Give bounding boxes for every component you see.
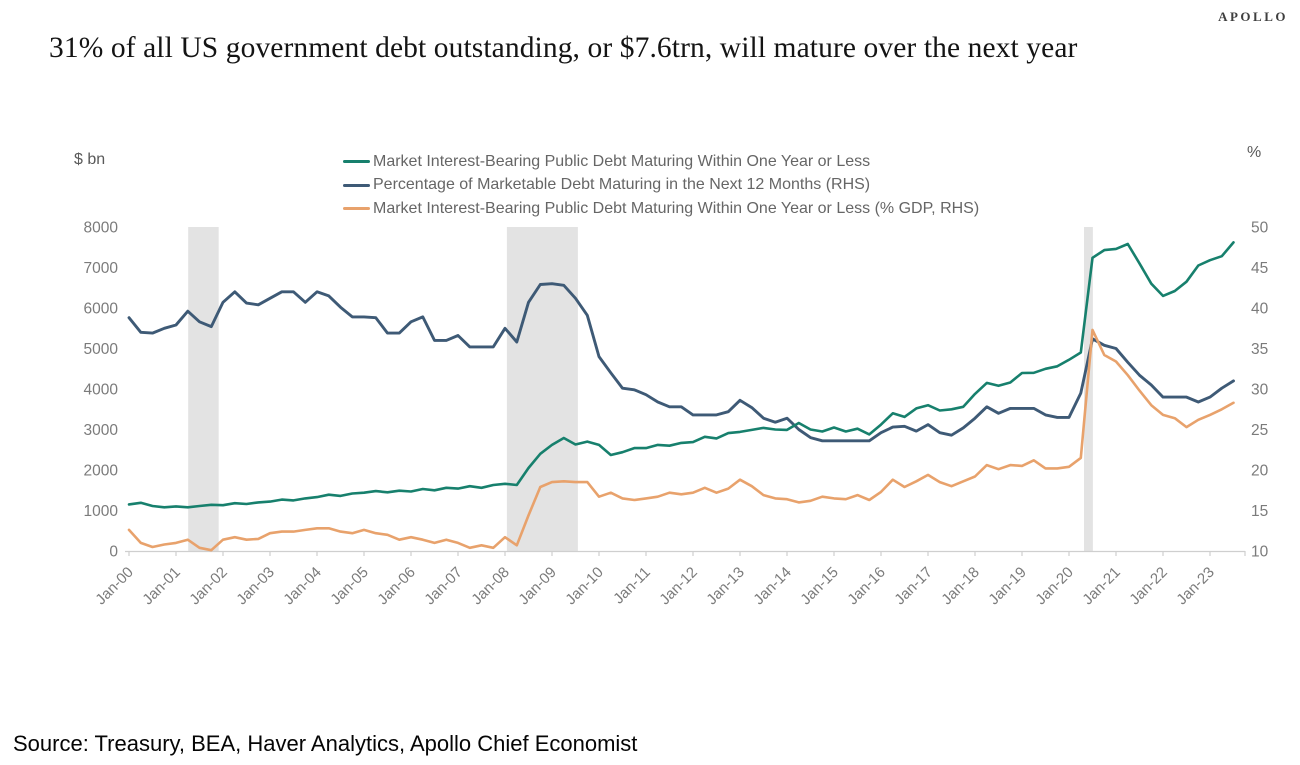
x-tick-label: Jan-17 (891, 564, 935, 608)
x-tick-label: Jan-00 (92, 564, 136, 608)
y-axis-label-right: 25 (1251, 422, 1268, 439)
y-axis-label-right: 35 (1251, 341, 1268, 358)
x-tick-label: Jan-20 (1032, 564, 1076, 608)
x-tick-label: Jan-11 (610, 564, 654, 608)
legend-swatch-orange-icon (343, 207, 370, 211)
y-axis-label-left: 5000 (84, 341, 119, 358)
recession-band (506, 227, 578, 551)
legend: Market Interest-Bearing Public Debt Matu… (343, 150, 979, 221)
y-axis-label-left: 6000 (84, 301, 119, 318)
y-axis-label-right: 30 (1251, 382, 1269, 399)
y-axis-label-left: 3000 (84, 422, 119, 439)
y-axis-label-right: 20 (1251, 463, 1269, 480)
legend-item-pct-marketable: Percentage of Marketable Debt Maturing i… (343, 174, 979, 198)
x-tick-label: Jan-03 (233, 564, 277, 608)
x-tick-label: Jan-08 (468, 564, 512, 608)
legend-item-pct-gdp: Market Interest-Bearing Public Debt Matu… (343, 197, 979, 221)
x-tick-label: Jan-10 (562, 564, 606, 608)
x-tick-label: Jan-13 (703, 564, 747, 608)
right-axis-unit-label: % (1247, 144, 1262, 161)
x-tick-label: Jan-01 (139, 564, 183, 608)
y-axis-label-left: 2000 (84, 463, 119, 480)
legend-swatch-green-icon (343, 160, 370, 164)
x-tick-label: Jan-19 (985, 564, 1029, 608)
x-tick-label: Jan-23 (1173, 564, 1217, 608)
legend-swatch-navy-icon (343, 183, 370, 187)
x-tick-label: Jan-07 (421, 564, 465, 608)
y-axis-label-right: 50 (1251, 220, 1269, 237)
apollo-logo: APOLLO (1218, 9, 1288, 24)
x-tick-label: Jan-02 (186, 564, 230, 608)
y-axis-label-left: 0 (109, 544, 118, 561)
series-line-debt-maturing-1y-pct-gdp (127, 328, 1235, 552)
x-tick-label: Jan-21 (1079, 564, 1123, 608)
y-axis-label-right: 40 (1251, 301, 1269, 318)
x-tick-label: Jan-06 (374, 564, 418, 608)
x-tick-label: Jan-15 (797, 564, 841, 608)
x-tick-label: Jan-05 (327, 564, 371, 608)
x-tick-label: Jan-22 (1126, 564, 1170, 608)
x-tick-label: Jan-18 (938, 564, 982, 608)
chart-title: 31% of all US government debt outstandin… (49, 32, 1078, 64)
y-axis-label-left: 7000 (84, 260, 119, 277)
x-tick-label: Jan-12 (656, 564, 700, 608)
y-axis-label-left: 1000 (84, 503, 119, 520)
source-note: Source: Treasury, BEA, Haver Analytics, … (13, 731, 638, 756)
y-axis-label-right: 45 (1251, 260, 1268, 277)
left-axis-unit-label: $ bn (74, 151, 106, 168)
legend-label: Market Interest-Bearing Public Debt Matu… (373, 199, 980, 217)
series-line-pct-marketable-next-12m (127, 282, 1235, 443)
x-tick-label: Jan-14 (750, 564, 794, 608)
y-axis-label-left: 4000 (84, 382, 119, 399)
x-tick-label: Jan-04 (280, 564, 324, 608)
y-axis-label-right: 15 (1251, 503, 1268, 520)
legend-label: Percentage of Marketable Debt Maturing i… (373, 176, 871, 194)
y-axis-label-left: 8000 (84, 220, 119, 237)
recession-band (1084, 227, 1093, 551)
x-tick-label: Jan-09 (515, 564, 559, 608)
series-line-debt-maturing-1y (127, 241, 1235, 509)
legend-label: Market Interest-Bearing Public Debt Matu… (373, 152, 871, 170)
y-axis-label-right: 10 (1251, 544, 1269, 561)
legend-item-debt-maturing: Market Interest-Bearing Public Debt Matu… (343, 150, 979, 174)
recession-band (188, 227, 219, 551)
x-tick-label: Jan-16 (844, 564, 888, 608)
